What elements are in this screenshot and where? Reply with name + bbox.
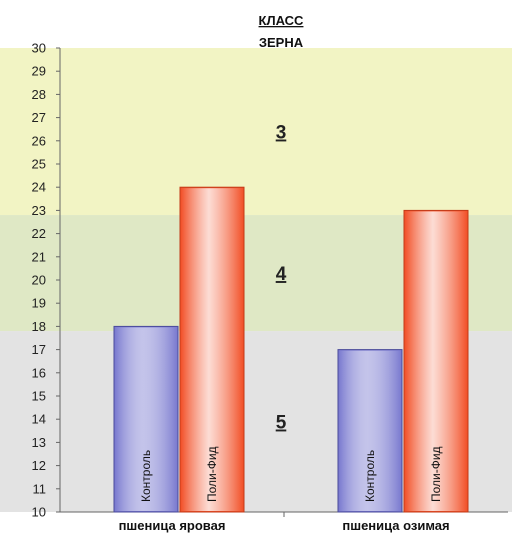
y-tick-label: 27 xyxy=(32,110,46,125)
zone-label-class-5: 5 xyxy=(276,413,287,434)
x-category-label: пшеница яровая xyxy=(119,518,226,533)
y-tick-label: 19 xyxy=(32,296,46,311)
y-tick-label: 12 xyxy=(32,458,46,473)
bar-shine-poly-feed-1 xyxy=(181,188,243,511)
bar-series-label: Контроль xyxy=(363,450,377,502)
y-tick-label: 22 xyxy=(32,226,46,241)
y-tick-label: 29 xyxy=(32,64,46,79)
y-tick-label: 25 xyxy=(32,157,46,172)
chart-title-line2: ЗЕРНА xyxy=(259,35,304,50)
y-tick-label: 18 xyxy=(32,319,46,334)
category-labels: пшеница яровая пшеница озимая xyxy=(119,518,450,533)
chart-title: КЛАСС ЗЕРНА xyxy=(259,13,305,50)
y-tick-label: 30 xyxy=(32,41,46,56)
y-tick-label: 23 xyxy=(32,203,46,218)
bars xyxy=(113,186,469,513)
y-tick-label: 17 xyxy=(32,342,46,357)
y-tick-label: 26 xyxy=(32,133,46,148)
y-tick-label: 13 xyxy=(32,435,46,450)
y-tick-label: 21 xyxy=(32,249,46,264)
zone-label-class-4: 4 xyxy=(276,264,287,285)
y-tick-label: 16 xyxy=(32,365,46,380)
y-tick-label: 15 xyxy=(32,389,46,404)
y-tick-label: 24 xyxy=(32,180,46,195)
y-tick-label: 11 xyxy=(33,481,47,496)
chart-title-line1: КЛАСС xyxy=(259,13,305,28)
bar-shine-control-2 xyxy=(339,350,401,511)
y-tick-label: 20 xyxy=(32,273,46,288)
bar-series-labels: Контроль Поли-Фид Контроль Поли-Фид xyxy=(139,446,443,502)
x-category-label: пшеница озимая xyxy=(342,518,449,533)
y-tick-label: 10 xyxy=(32,505,46,520)
bar-series-label: Контроль xyxy=(139,450,153,502)
bar-shine-poly-feed-2 xyxy=(405,211,467,511)
bar-series-label: Поли-Фид xyxy=(205,446,219,502)
zone-label-class-3: 3 xyxy=(276,123,287,144)
class-zone-labels: 5 4 3 xyxy=(276,123,287,434)
bar-shine-control-1 xyxy=(115,327,177,511)
y-tick-label: 14 xyxy=(32,412,46,427)
bar-series-label: Поли-Фид xyxy=(429,446,443,502)
y-tick-label: 28 xyxy=(32,87,46,102)
zone-band-class-3 xyxy=(0,48,512,216)
